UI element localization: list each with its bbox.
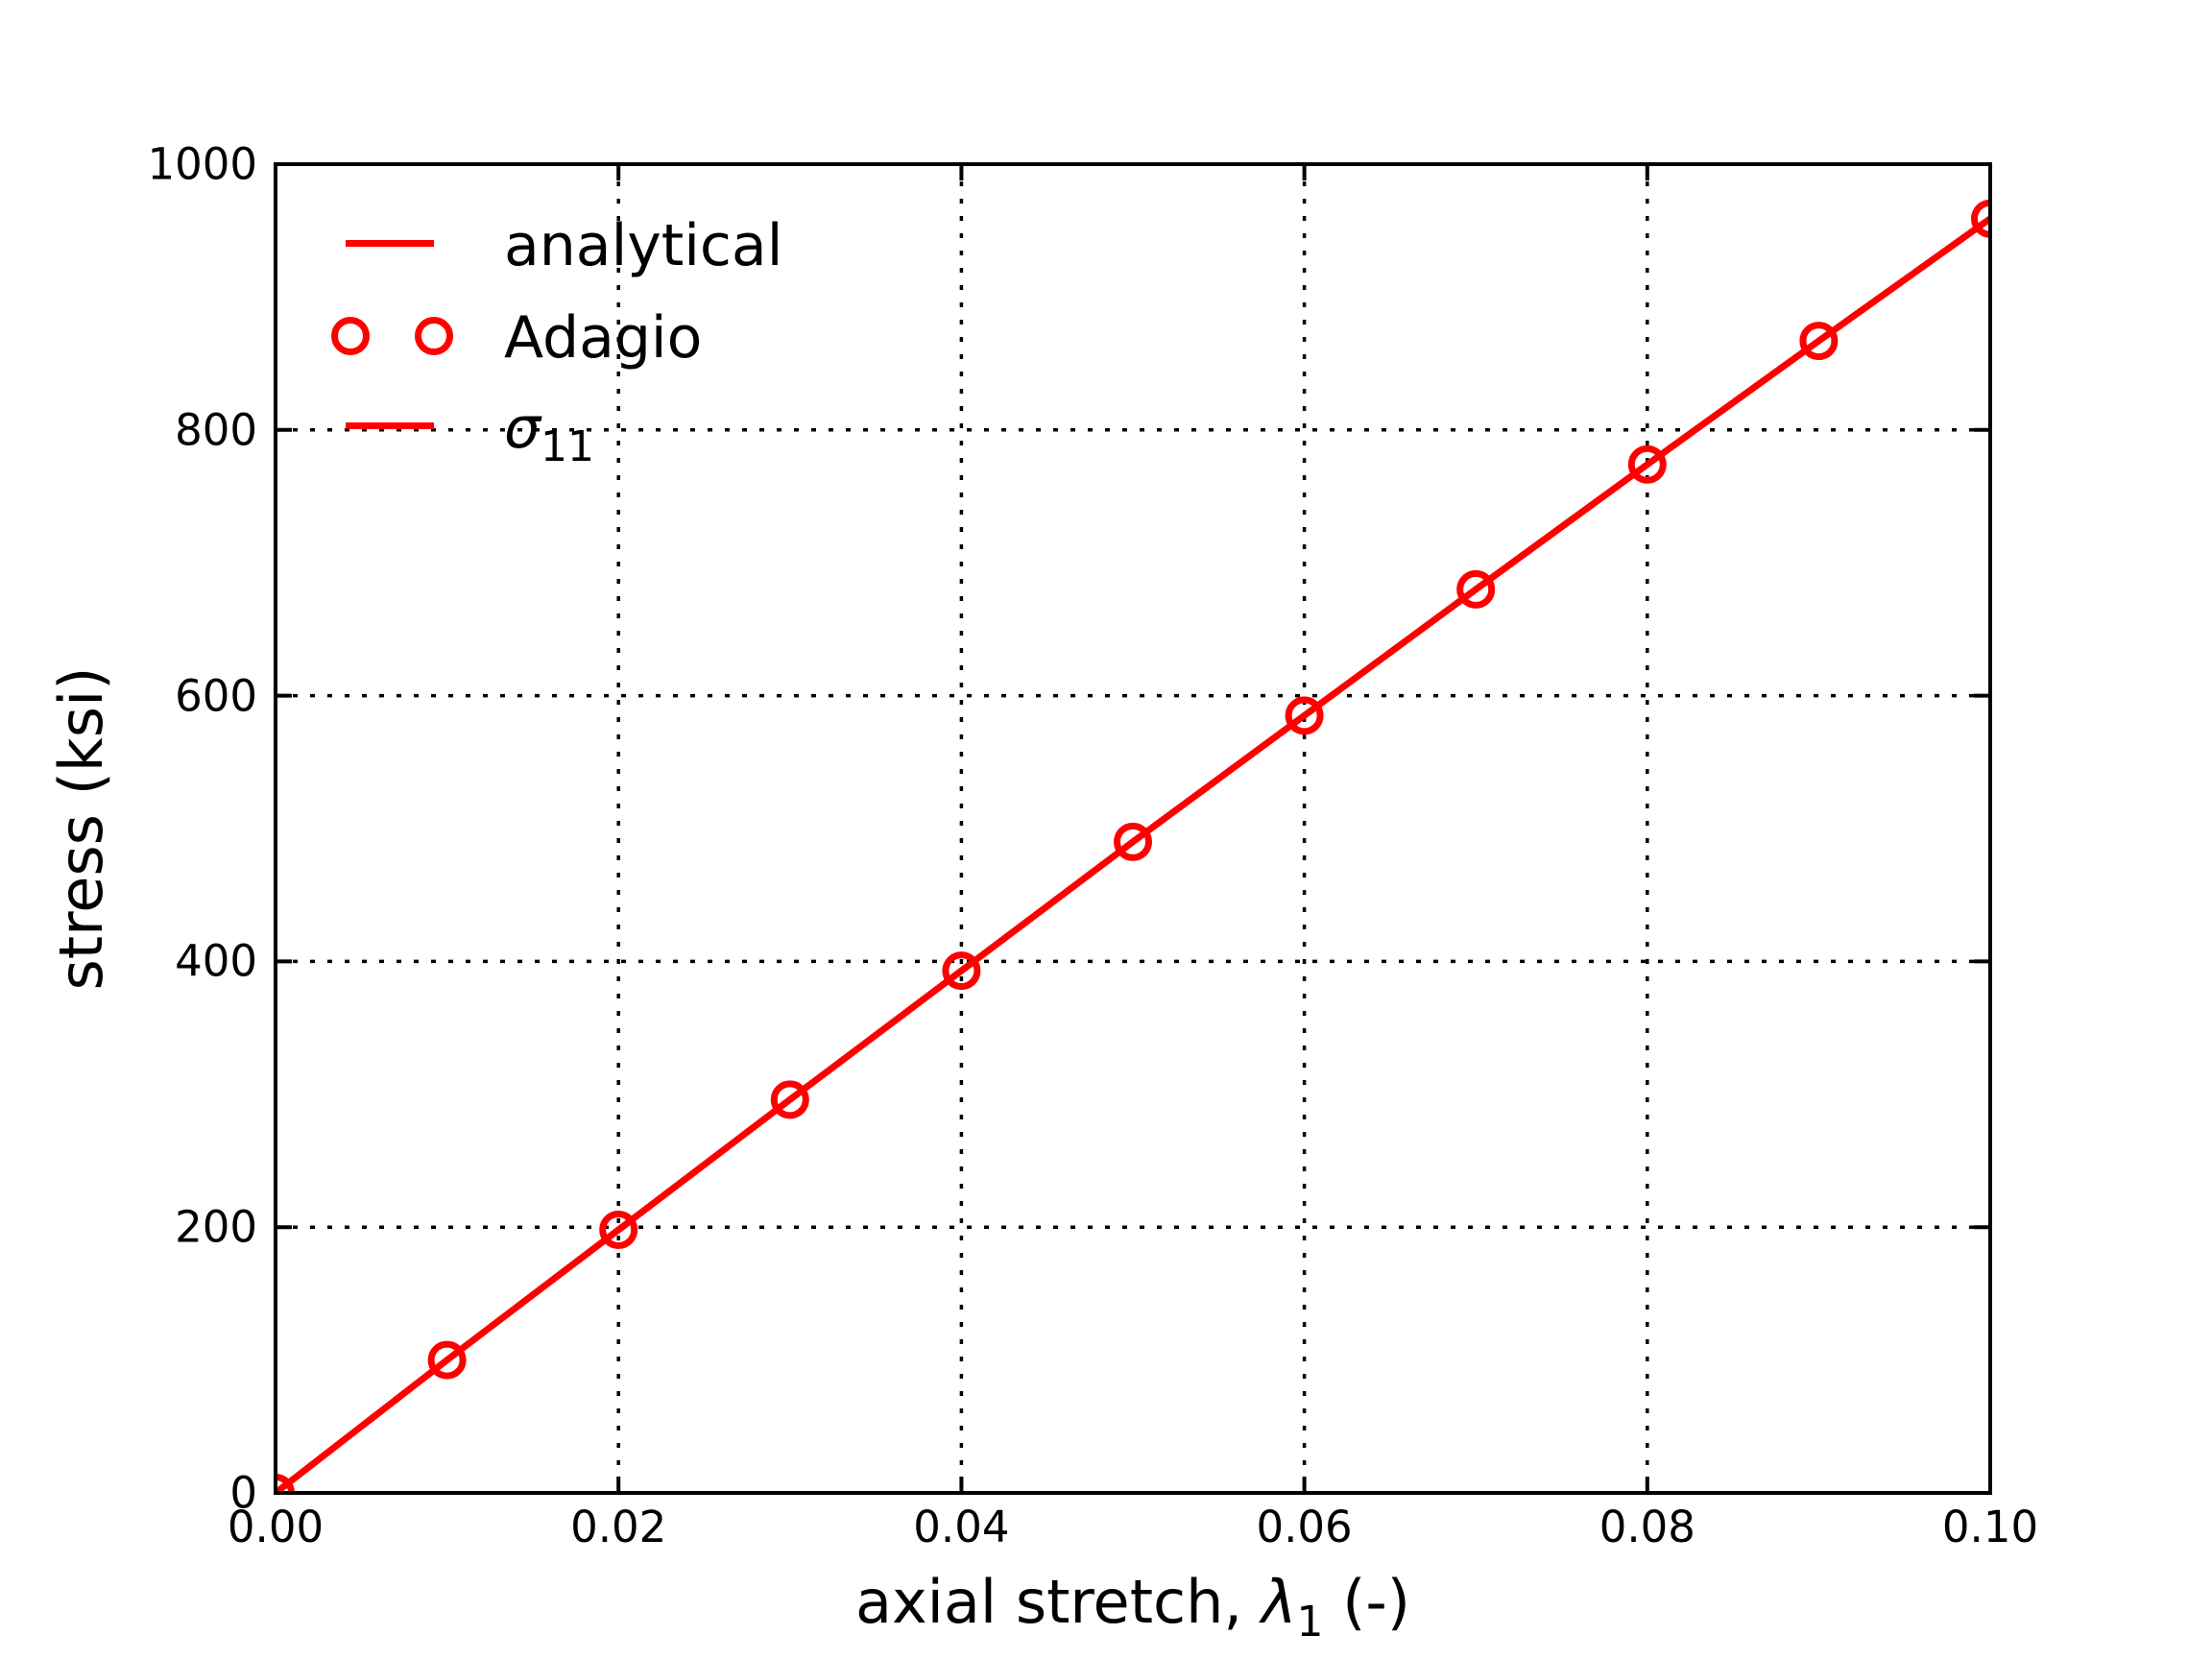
x-tick-label: 0.08 — [1599, 1502, 1695, 1552]
adagio-data-point — [1456, 569, 1496, 609]
analytical-line — [276, 215, 1990, 1493]
x-tick-label: 0.02 — [570, 1502, 667, 1552]
adagio-data-point — [1114, 822, 1152, 861]
x-tick-label: 0.04 — [913, 1502, 1010, 1552]
x-axis-label-units: (-) — [1323, 1567, 1410, 1637]
adagio-data-point — [1799, 322, 1839, 361]
sigma-subscript: 11 — [541, 422, 595, 471]
x-tick-label: 0.00 — [227, 1502, 325, 1552]
adagio-data-point — [1971, 199, 1990, 238]
adagio-data-point — [942, 951, 981, 991]
x-tick-label: 0.06 — [1256, 1502, 1353, 1552]
adagio-circle-marker-icon — [331, 317, 370, 355]
y-tick-label: 400 — [175, 935, 257, 987]
lambda-subscript: 1 — [1296, 1598, 1324, 1647]
y-tick-label: 800 — [175, 404, 257, 456]
adagio-data-point — [427, 1340, 467, 1380]
analytical-line-swatch — [346, 240, 434, 247]
x-axis-label: axial stretch, λ1 (-) — [276, 1573, 1990, 1652]
plot-canvas — [276, 164, 1990, 1493]
legend-label-adagio: Adagio — [504, 304, 703, 372]
adagio-data-point — [770, 1080, 809, 1119]
adagio-data-point — [1285, 696, 1324, 735]
y-tick-label: 600 — [175, 670, 257, 722]
legend-label-sigma11: σ11 — [504, 399, 594, 476]
lambda-symbol: λ — [1261, 1567, 1297, 1637]
sigma-symbol: σ — [504, 395, 541, 462]
adagio-data-point — [1627, 445, 1667, 484]
y-tick-label: 0 — [229, 1467, 257, 1519]
x-tick-label: 0.10 — [1941, 1502, 2039, 1552]
y-tick-label: 200 — [175, 1201, 257, 1253]
sigma11-line-swatch — [346, 422, 434, 429]
adagio-data-point — [599, 1210, 638, 1249]
y-tick-label: 1000 — [147, 138, 257, 190]
adagio-circle-marker-icon — [415, 317, 453, 355]
x-axis-label-text: axial stretch, — [854, 1567, 1262, 1637]
legend-label-analytical: analytical — [504, 212, 783, 279]
